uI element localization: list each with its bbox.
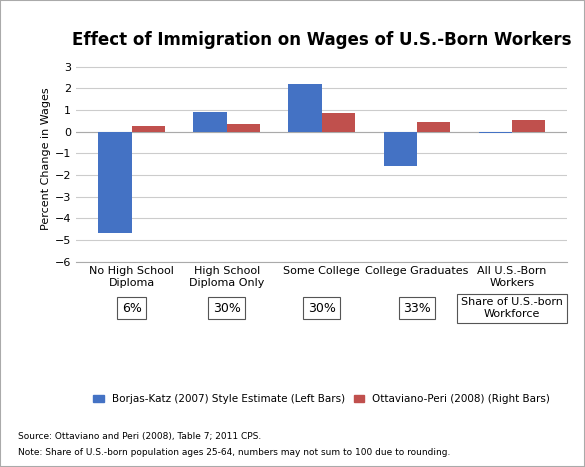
- Bar: [417, 122, 450, 132]
- Bar: [98, 132, 132, 234]
- Text: 30%: 30%: [308, 302, 336, 315]
- Bar: [194, 112, 227, 132]
- Legend: Borjas-Katz (2007) Style Estimate (Left Bars), Ottaviano-Peri (2008) (Right Bars: Borjas-Katz (2007) Style Estimate (Left …: [94, 394, 550, 404]
- Y-axis label: Percent Change in Wages: Percent Change in Wages: [40, 87, 50, 230]
- Bar: [479, 132, 512, 133]
- Text: Note: Share of U.S.-born population ages 25-64, numbers may not sum to 100 due t: Note: Share of U.S.-born population ages…: [18, 448, 450, 457]
- Bar: [384, 132, 417, 166]
- Bar: [288, 84, 322, 132]
- Bar: [322, 113, 355, 132]
- Bar: [227, 124, 260, 132]
- Bar: [132, 127, 165, 132]
- Title: Effect of Immigration on Wages of U.S.-Born Workers: Effect of Immigration on Wages of U.S.-B…: [72, 31, 572, 49]
- Text: 6%: 6%: [122, 302, 142, 315]
- Bar: [512, 120, 545, 132]
- Text: 30%: 30%: [213, 302, 240, 315]
- Text: Source: Ottaviano and Peri (2008), Table 7; 2011 CPS.: Source: Ottaviano and Peri (2008), Table…: [18, 432, 261, 441]
- Text: Share of U.S.-born
Workforce: Share of U.S.-born Workforce: [461, 297, 563, 319]
- Text: 33%: 33%: [403, 302, 431, 315]
